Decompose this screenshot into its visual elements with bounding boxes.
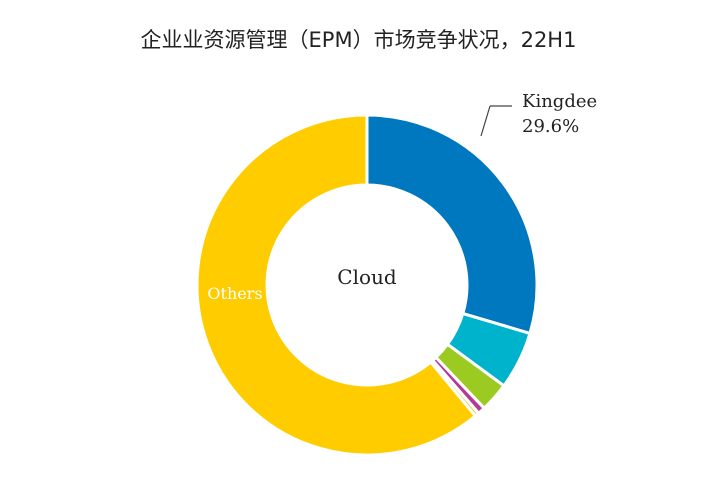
center-label: Cloud [337, 265, 397, 289]
kingdee-name-label: Kingdee [522, 91, 597, 112]
kingdee-value-label: 29.6% [522, 116, 579, 137]
others-label: Others [207, 284, 262, 303]
kingdee-leader-line [480, 105, 491, 137]
donut-slice-5 [195, 113, 478, 457]
chart-title: 企业业资源管理（EPM）市场竞争状况，22H1 [140, 28, 577, 52]
donut-slice-0 [365, 113, 539, 336]
